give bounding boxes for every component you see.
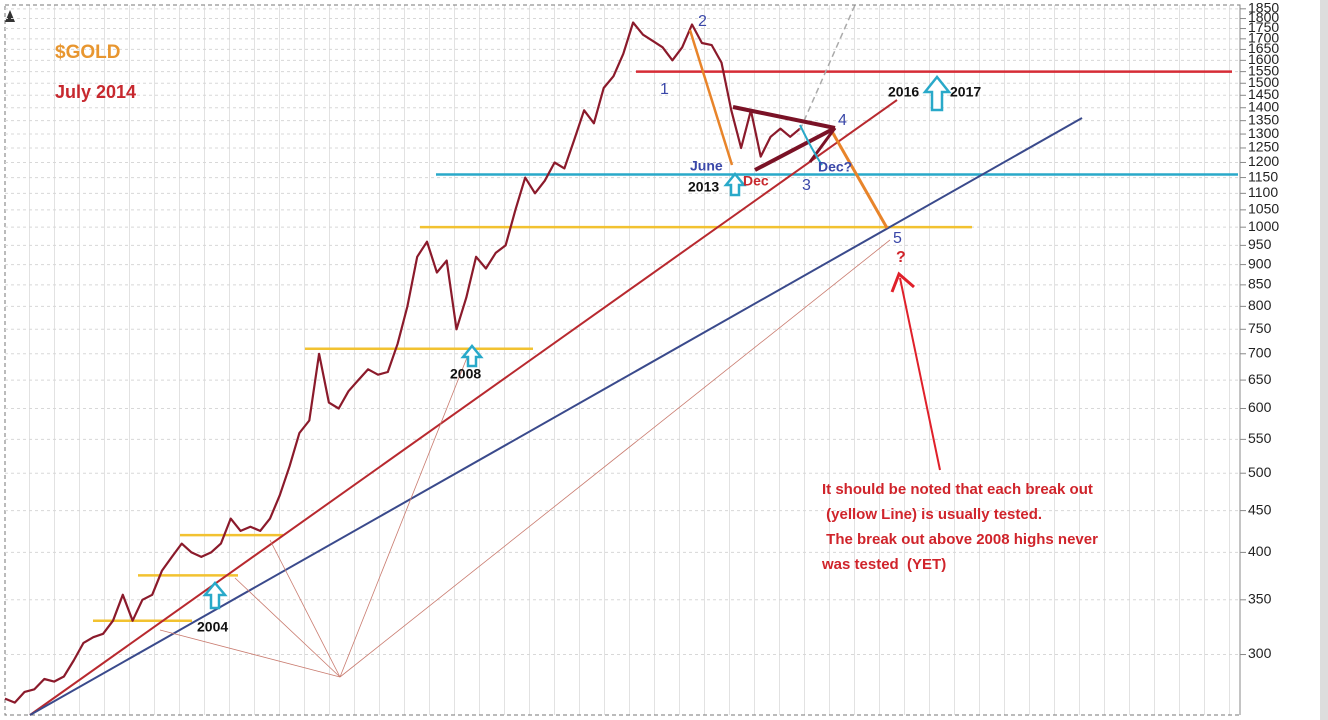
- y-tick-label: 1850: [1248, 0, 1279, 16]
- note-line: was tested (YET): [821, 556, 946, 573]
- y-tick-label: 350: [1248, 591, 1272, 607]
- annotation: 5: [893, 230, 902, 247]
- y-tick-label: 950: [1248, 236, 1272, 252]
- y-tick-label: 900: [1248, 255, 1272, 271]
- projection-line: [799, 4, 856, 131]
- drawings: [29, 4, 1083, 716]
- plot-frame: [4, 4, 1241, 716]
- annotation: June: [690, 158, 723, 174]
- chart-subtitle: July 2014: [55, 82, 136, 102]
- y-tick-label: 700: [1248, 344, 1272, 360]
- y-tick-label: 1550: [1248, 62, 1279, 78]
- annotation: 3: [802, 177, 811, 194]
- pointer-arrow-head: [890, 271, 915, 293]
- up-arrows: [202, 74, 952, 610]
- y-tick-label: 1350: [1248, 111, 1279, 127]
- y-tick-label: 500: [1248, 464, 1272, 480]
- layers: [4, 8, 1246, 704]
- y-tick-label: 1000: [1248, 218, 1279, 234]
- y-tick-label: 1750: [1248, 19, 1279, 35]
- y-tick-label: 750: [1248, 320, 1272, 336]
- y-tick-label: 650: [1248, 371, 1272, 387]
- trend-line: [29, 117, 1083, 716]
- triangle-line: [808, 127, 837, 163]
- y-tick-label: 600: [1248, 399, 1272, 415]
- annotation: 2004: [197, 619, 228, 635]
- y-tick-label: 450: [1248, 501, 1272, 517]
- wave-curve: [799, 124, 823, 166]
- shadow: [1320, 0, 1328, 720]
- y-tick-label: 1250: [1248, 139, 1279, 155]
- note-line: The break out above 2008 highs never: [822, 531, 1098, 548]
- y-tick-label: 1450: [1248, 86, 1279, 102]
- y-tick-label: 1700: [1248, 30, 1279, 46]
- y-tick-label: 1650: [1248, 40, 1279, 56]
- wave-line: [828, 127, 889, 229]
- annotation: 2016: [888, 84, 919, 100]
- y-tick-label: 300: [1248, 645, 1272, 661]
- note-line: (yellow Line) is usually tested.: [822, 506, 1042, 523]
- trend-line: [29, 99, 898, 716]
- y-tick-label: 1100: [1248, 184, 1278, 200]
- y-tick-label: 400: [1248, 543, 1272, 559]
- pointer-arrow: [899, 277, 941, 471]
- y-tick-label: 1800: [1248, 9, 1279, 25]
- price-line: [4, 21, 801, 704]
- y-tick-label: 1150: [1248, 168, 1278, 184]
- triangle-line: [732, 105, 836, 130]
- triangle-line: [754, 126, 836, 172]
- annotation: Dec?: [818, 159, 852, 175]
- corner-icon: [5, 10, 15, 22]
- annotation: 2: [698, 13, 707, 30]
- annotation: 1: [660, 81, 669, 98]
- labels: 300 350 400 450 500 550 600 650 700 750 800 850 900 9…: [55, 0, 1279, 661]
- y-tick-label: 1300: [1248, 125, 1279, 141]
- annotation: ?: [896, 249, 906, 266]
- annotation: 2008: [450, 366, 481, 382]
- y-tick-label: 1500: [1248, 74, 1279, 90]
- y-tick-label: 1050: [1248, 201, 1279, 217]
- note-line: It should be noted that each break out: [822, 481, 1093, 498]
- fan-lines: [159, 239, 891, 678]
- y-tick-label: 1400: [1248, 98, 1279, 114]
- chart-title: $GOLD: [55, 42, 120, 63]
- annotation: 2017: [950, 84, 981, 100]
- annotation: 2013: [688, 179, 719, 195]
- y-tick-label: 800: [1248, 297, 1272, 313]
- annotation: Dec: [743, 173, 769, 189]
- y-tick-label: 1200: [1248, 153, 1279, 169]
- annotation: 4: [838, 112, 847, 129]
- y-tick-label: 1600: [1248, 51, 1279, 67]
- wave-line: [688, 29, 734, 166]
- y-tick-label: 550: [1248, 430, 1272, 446]
- y-tick-label: 850: [1248, 276, 1272, 292]
